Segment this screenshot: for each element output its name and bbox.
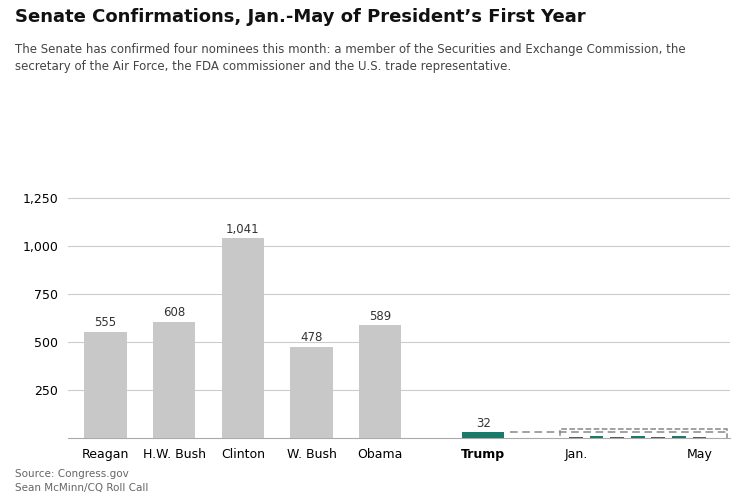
Bar: [693, 437, 706, 438]
Bar: [84, 332, 127, 438]
Bar: [631, 436, 645, 438]
Text: 589: 589: [369, 310, 392, 323]
Bar: [590, 436, 603, 438]
Bar: [153, 322, 196, 438]
Text: The Senate has confirmed four nominees this month: a member of the Securities an: The Senate has confirmed four nominees t…: [15, 43, 686, 73]
Bar: [651, 437, 665, 438]
Bar: [610, 437, 624, 438]
Text: 1,041: 1,041: [226, 223, 260, 236]
Bar: [359, 325, 401, 438]
Bar: [221, 238, 264, 438]
Text: 32: 32: [476, 417, 491, 430]
Text: Source: Congress.gov
Sean McMinn/CQ Roll Call: Source: Congress.gov Sean McMinn/CQ Roll…: [15, 469, 148, 493]
Text: Senate Confirmations, Jan.-May of President’s First Year: Senate Confirmations, Jan.-May of Presid…: [15, 8, 586, 26]
Bar: [290, 347, 333, 438]
Bar: [672, 436, 686, 438]
Text: 478: 478: [300, 331, 323, 344]
Text: 608: 608: [163, 306, 185, 319]
Bar: [569, 437, 583, 438]
Bar: [462, 432, 505, 438]
Text: 555: 555: [94, 317, 117, 330]
